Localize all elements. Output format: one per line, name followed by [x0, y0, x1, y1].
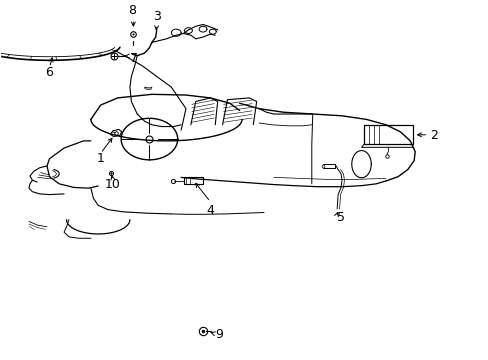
- Text: 7: 7: [130, 52, 138, 65]
- Text: 2: 2: [429, 129, 437, 142]
- Bar: [183, 177, 203, 184]
- Text: 1: 1: [97, 152, 104, 165]
- Text: 10: 10: [105, 179, 121, 192]
- Text: 5: 5: [336, 211, 345, 224]
- Text: 8: 8: [128, 4, 136, 17]
- Text: 4: 4: [206, 203, 214, 216]
- Text: 6: 6: [45, 66, 53, 79]
- Text: 3: 3: [152, 10, 161, 23]
- Text: 9: 9: [215, 328, 223, 341]
